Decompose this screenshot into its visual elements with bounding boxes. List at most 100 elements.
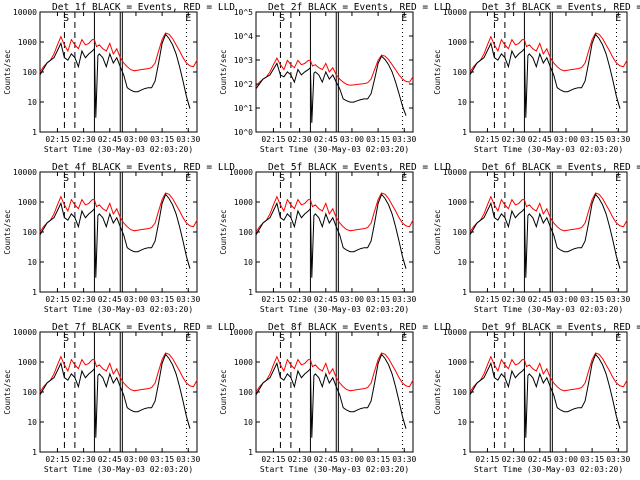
interval-marker-E: E — [401, 333, 407, 344]
interval-marker-S: S — [493, 13, 499, 24]
plot-frame — [255, 171, 414, 293]
interval-marker-E: E — [401, 13, 407, 24]
events-series-line — [255, 55, 407, 123]
x-tick-label: 02:45 — [98, 135, 122, 144]
plot-frame — [39, 11, 198, 133]
x-axis-label: Start Time (30-May-03 02:03:20) — [44, 305, 193, 314]
y-axis-label: Counts/sec — [433, 209, 442, 254]
y-tick-label: 100 — [23, 68, 38, 77]
x-tick-label: 03:15 — [150, 135, 174, 144]
x-tick-label: 03:00 — [340, 455, 364, 464]
x-tick-label: 02:15 — [261, 455, 285, 464]
x-tick-label: 02:45 — [98, 295, 122, 304]
x-tick-label: 02:15 — [475, 295, 499, 304]
x-axis-label: Start Time (30-May-03 02:03:20) — [260, 465, 409, 474]
interval-marker-E: E — [615, 173, 621, 184]
y-tick-label: 10000 — [229, 168, 253, 177]
lld-series-line — [39, 192, 198, 233]
events-series-line — [469, 353, 621, 438]
x-tick-label: 03:30 — [392, 295, 416, 304]
x-tick-label: 03:15 — [580, 295, 604, 304]
plot-frame — [469, 11, 628, 133]
x-tick-label: 03:15 — [366, 295, 390, 304]
x-tick-label: 02:45 — [528, 135, 552, 144]
lld-series-line — [255, 192, 414, 233]
events-series-line — [39, 193, 191, 278]
y-tick-label: 1000 — [18, 198, 37, 207]
interval-marker-S: S — [493, 173, 499, 184]
x-axis-label: Start Time (30-May-03 02:03:20) — [474, 305, 623, 314]
lld-series-line — [39, 352, 198, 393]
x-tick-label: 03:30 — [606, 135, 630, 144]
y-tick-label: 100 — [23, 228, 38, 237]
lld-series-line — [255, 352, 414, 393]
x-tick-label: 03:15 — [580, 455, 604, 464]
x-tick-label: 02:45 — [314, 135, 338, 144]
y-axis-label: Counts/sec — [433, 369, 442, 414]
y-tick-label: 10^3 — [234, 56, 253, 65]
y-tick-label: 1 — [462, 128, 467, 137]
x-tick-label: 03:00 — [340, 135, 364, 144]
lld-series-line — [255, 54, 414, 87]
x-tick-label: 03:00 — [124, 135, 148, 144]
interval-marker-S: S — [493, 333, 499, 344]
y-tick-label: 1 — [32, 128, 37, 137]
x-tick-label: 02:45 — [98, 455, 122, 464]
x-tick-label: 03:30 — [176, 135, 200, 144]
events-series-line — [255, 193, 407, 278]
interval-marker-S: S — [63, 333, 69, 344]
y-tick-label: 10^0 — [234, 128, 253, 137]
x-tick-label: 03:00 — [554, 455, 578, 464]
x-tick-label: 02:15 — [261, 295, 285, 304]
y-tick-label: 100 — [453, 68, 468, 77]
y-tick-label: 10^1 — [234, 104, 253, 113]
y-tick-label: 1000 — [234, 358, 253, 367]
interval-marker-E: E — [185, 333, 191, 344]
x-tick-label: 03:15 — [580, 135, 604, 144]
detector-panel-4: Det_4f BLACK = Events, RED = LLD 1 10 100 10… — [3, 162, 235, 314]
y-axis-label: Counts/sec — [433, 49, 442, 94]
x-tick-label: 02:30 — [288, 295, 312, 304]
y-tick-label: 10^2 — [234, 80, 253, 89]
panel-title: Det_8f BLACK = Events, RED = LLD — [268, 322, 451, 333]
plot-frame — [255, 11, 414, 133]
panel-title: Det_1f BLACK = Events, RED = LLD — [52, 2, 235, 13]
y-tick-label: 1 — [32, 288, 37, 297]
x-tick-label: 02:15 — [45, 455, 69, 464]
x-tick-label: 02:45 — [528, 295, 552, 304]
y-tick-label: 10 — [27, 258, 37, 267]
x-tick-label: 03:00 — [124, 455, 148, 464]
y-tick-label: 1000 — [448, 198, 467, 207]
x-tick-label: 03:30 — [606, 295, 630, 304]
x-tick-label: 02:45 — [528, 455, 552, 464]
events-series-line — [469, 193, 621, 278]
plot-frame — [469, 331, 628, 453]
x-tick-label: 02:30 — [502, 295, 526, 304]
plot-frame — [255, 331, 414, 453]
plot-frame — [39, 171, 198, 293]
x-tick-label: 03:00 — [124, 295, 148, 304]
detector-panel-6: Det_6f BLACK = Events, RED = LLD 1 10 100 10… — [433, 162, 640, 314]
x-axis-label: Start Time (30-May-03 02:03:20) — [474, 465, 623, 474]
detector-panel-8: Det_8f BLACK = Events, RED = LLD 1 10 100 10… — [219, 322, 451, 474]
y-axis-label: Counts/sec — [3, 369, 12, 414]
x-tick-label: 03:30 — [392, 135, 416, 144]
x-tick-label: 02:30 — [72, 135, 96, 144]
events-series-line — [39, 353, 191, 438]
detector-panel-7: Det_7f BLACK = Events, RED = LLD 1 10 100 10… — [3, 322, 235, 474]
events-series-line — [255, 353, 407, 438]
x-tick-label: 02:30 — [72, 295, 96, 304]
y-tick-label: 10 — [243, 258, 253, 267]
panel-title: Det_3f BLACK = Events, RED = LLD — [482, 2, 640, 13]
x-tick-label: 03:30 — [176, 455, 200, 464]
interval-marker-E: E — [185, 173, 191, 184]
x-tick-label: 02:15 — [475, 135, 499, 144]
y-tick-label: 1000 — [448, 358, 467, 367]
panel-title: Det_7f BLACK = Events, RED = LLD — [52, 322, 235, 333]
lld-series-line — [469, 192, 628, 233]
y-tick-label: 10 — [457, 418, 467, 427]
panel-title: Det_2f BLACK = Events, RED = LLD — [268, 2, 451, 13]
y-tick-label: 10000 — [443, 168, 467, 177]
y-tick-label: 10 — [457, 98, 467, 107]
detector-panel-5: Det_5f BLACK = Events, RED = LLD 1 10 100 10… — [219, 162, 451, 314]
